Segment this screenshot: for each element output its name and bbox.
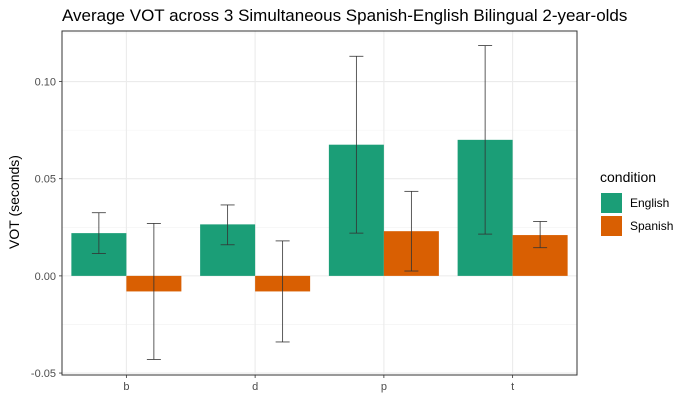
error-bar-english-t xyxy=(478,45,493,235)
y-axis-title: VOT (seconds) xyxy=(6,155,22,249)
error-bar-spanish-b xyxy=(146,223,161,360)
y-axis: -0.05 0.00 0.05 0.10 xyxy=(31,77,62,380)
x-tick-label: b xyxy=(123,381,129,393)
legend-key-english xyxy=(601,193,622,213)
y-tick-label: 0.00 xyxy=(35,271,56,283)
error-bar-english-d xyxy=(220,204,235,246)
error-bar-spanish-t xyxy=(533,221,548,249)
x-tick-label: p xyxy=(381,381,387,393)
y-tick-label: -0.05 xyxy=(31,368,56,380)
x-tick-label: d xyxy=(252,381,258,393)
legend-label-english: English xyxy=(630,196,669,210)
x-tick-label: t xyxy=(511,381,514,393)
y-tick-label: 0.10 xyxy=(35,77,56,89)
plot-border xyxy=(61,30,578,376)
error-bar-english-b xyxy=(91,212,106,254)
legend-title: condition xyxy=(600,169,656,185)
y-tick-label: 0.05 xyxy=(35,174,56,186)
error-bar-spanish-p xyxy=(404,190,419,272)
error-bars xyxy=(91,45,548,360)
legend-label-spanish: Spanish xyxy=(630,219,673,233)
legend: condition English Spanish xyxy=(600,169,673,236)
chart-title: Average VOT across 3 Simultaneous Spanis… xyxy=(62,6,627,25)
error-bar-spanish-d xyxy=(275,240,290,343)
error-bar-english-p xyxy=(349,55,364,234)
legend-key-spanish xyxy=(601,216,622,236)
